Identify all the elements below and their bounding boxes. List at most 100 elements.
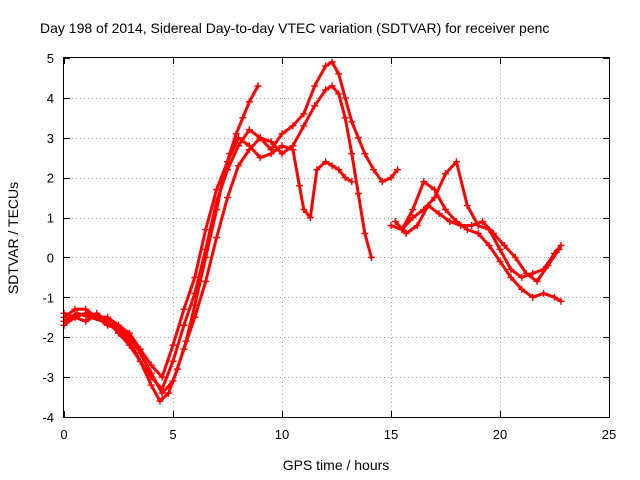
data-point (551, 293, 558, 301)
data-point (391, 218, 399, 226)
data-point (335, 166, 343, 174)
y-tick-label: 1 (47, 211, 54, 226)
data-point (73, 309, 81, 317)
data-point (348, 118, 356, 126)
x-tick-label: 5 (169, 427, 176, 442)
data-point (348, 178, 356, 186)
data-point (420, 178, 428, 186)
data-point (82, 317, 90, 325)
y-tick-label: 0 (47, 250, 54, 265)
x-tick-label: 10 (275, 427, 289, 442)
data-point (234, 162, 242, 170)
data-point (335, 90, 343, 98)
data-point (540, 289, 548, 297)
data-point (442, 206, 449, 214)
data-point (191, 313, 199, 321)
data-point (518, 285, 526, 293)
data-point (446, 218, 454, 226)
data-point (402, 230, 410, 238)
data-point (202, 226, 210, 234)
data-point (361, 150, 369, 158)
data-point (551, 249, 558, 257)
data-point (213, 234, 221, 241)
y-tick-label: 5 (47, 51, 54, 66)
data-point (557, 297, 565, 305)
data-point (191, 273, 199, 281)
data-point (169, 357, 177, 365)
series-track-5 (387, 178, 565, 305)
data-point (335, 70, 343, 78)
data-point (468, 222, 476, 230)
y-axis-label: SDTVAR / TECUs (5, 182, 21, 294)
data-point (387, 174, 395, 182)
data-point (413, 222, 421, 230)
data-point (322, 62, 330, 70)
data-point (485, 226, 493, 234)
data-point (278, 142, 286, 150)
data-point (147, 381, 155, 389)
series-line (62, 60, 399, 391)
data-point (361, 230, 369, 238)
series-line (393, 204, 561, 283)
data-point (328, 82, 336, 90)
series-line (62, 84, 260, 403)
data-point (245, 126, 253, 134)
data-point (533, 277, 541, 285)
data-point (500, 241, 508, 249)
data-point (115, 329, 122, 337)
series-track-3 (60, 58, 402, 393)
data-point (463, 202, 471, 210)
y-tick-label: -3 (42, 370, 54, 385)
data-point (420, 206, 428, 214)
data-point (278, 130, 286, 138)
data-point (278, 150, 286, 158)
x-tick-label: 25 (602, 427, 616, 442)
data-point (367, 253, 375, 261)
y-tick-label: 2 (47, 171, 54, 186)
series-line (389, 180, 563, 303)
data-point (328, 58, 336, 66)
data-point (529, 293, 537, 301)
y-tick-label: 4 (47, 91, 54, 106)
data-point (125, 341, 133, 349)
data-point (463, 226, 471, 234)
data-point (442, 170, 449, 178)
data-point (267, 150, 275, 158)
data-point (254, 82, 262, 90)
series-line (400, 160, 563, 279)
data-point (232, 130, 240, 138)
data-point (529, 269, 537, 277)
data-point (245, 98, 253, 106)
y-tick-label: -4 (42, 410, 54, 425)
data-point (300, 206, 308, 214)
series-track-1 (60, 82, 262, 405)
data-point (158, 385, 166, 393)
data-point (245, 142, 253, 150)
x-axis-label: GPS time / hours (283, 457, 390, 473)
data-point (289, 146, 297, 154)
data-point (474, 222, 482, 230)
series-track-7 (398, 158, 565, 281)
data-point (224, 194, 231, 202)
data-point (474, 230, 482, 238)
data-point (147, 361, 155, 369)
y-tick-label: 3 (47, 131, 54, 146)
tick-layer: 0 5 10 15 20 25 -4 -3 -2 -1 0 1 2 3 4 5 (42, 51, 616, 442)
data-point (398, 226, 406, 234)
data-point (234, 134, 242, 142)
data-point (496, 257, 504, 265)
data-point (202, 245, 210, 253)
data-point (104, 313, 112, 321)
data-point (239, 114, 247, 122)
data-point (511, 253, 519, 261)
data-point (180, 321, 188, 329)
data-point (213, 186, 221, 194)
data-point (313, 166, 321, 174)
data-point (496, 245, 504, 253)
data-point (452, 158, 460, 166)
data-point (165, 389, 173, 397)
data-point (328, 162, 336, 170)
data-point (147, 373, 155, 381)
data-point (435, 210, 443, 218)
data-point (457, 222, 465, 230)
